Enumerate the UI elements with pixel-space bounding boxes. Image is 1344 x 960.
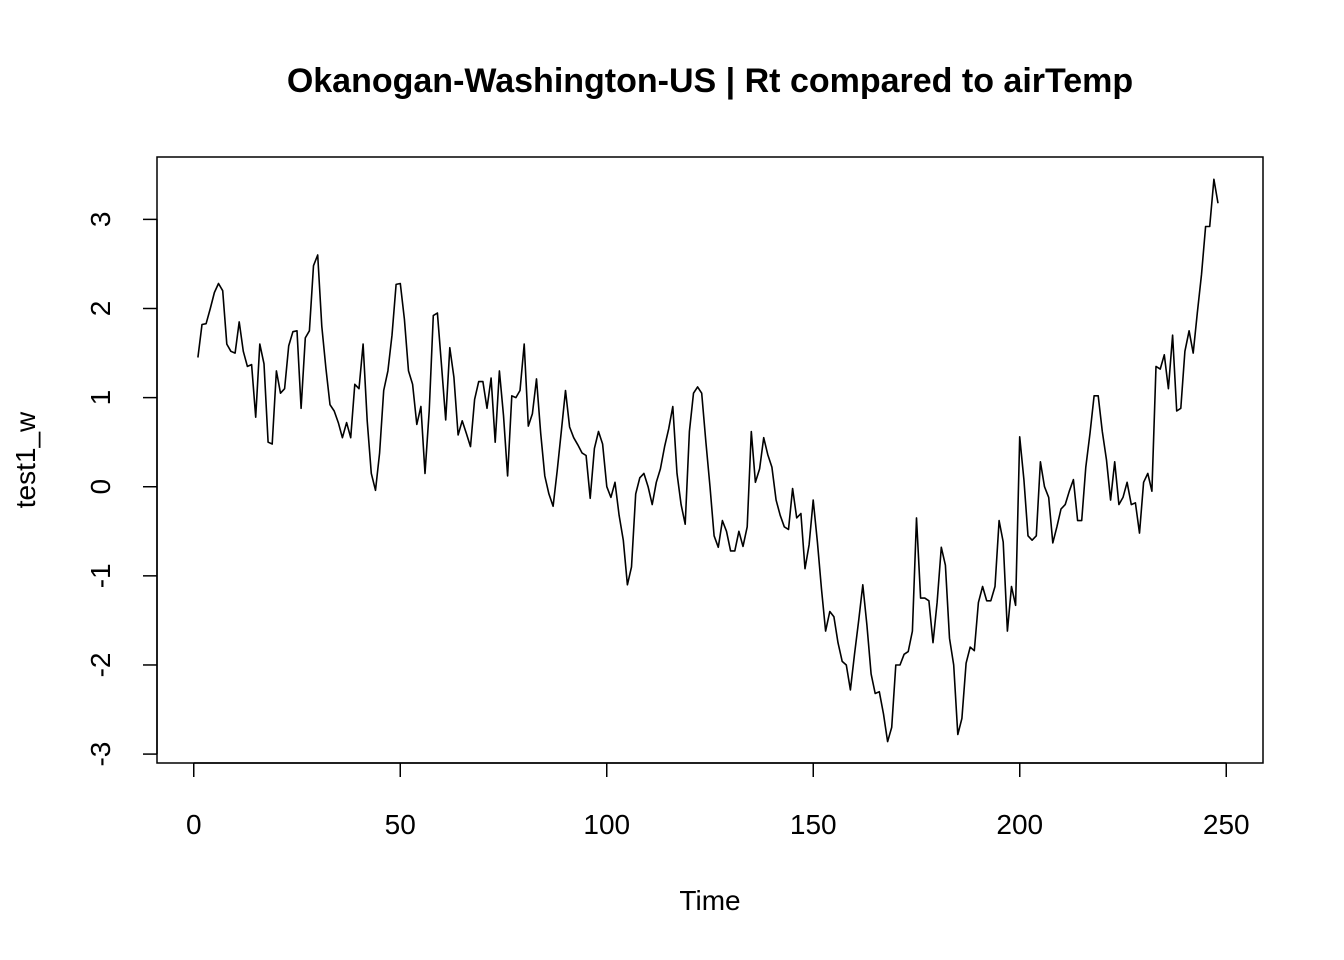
y-axis-label: test1_w [10, 411, 41, 508]
y-tick-label: 0 [85, 479, 116, 495]
y-tick-label: -3 [85, 742, 116, 767]
x-tick-label: 150 [790, 809, 837, 840]
x-axis-label: Time [679, 885, 740, 916]
series-line [197, 178, 1219, 743]
y-tick-label: -2 [85, 653, 116, 678]
y-tick-label: -1 [85, 563, 116, 588]
y-tick-label: 3 [85, 212, 116, 228]
plot-frame [156, 156, 1264, 764]
y-tick-label: 1 [85, 390, 116, 406]
y-tick-label: 2 [85, 301, 116, 317]
y-axis: -3 -2 -1 0 1 2 3 [85, 212, 158, 767]
x-tick-label: 200 [996, 809, 1043, 840]
x-tick-label: 250 [1203, 809, 1250, 840]
x-tick-label: 0 [186, 809, 202, 840]
x-tick-label: 50 [385, 809, 416, 840]
chart-title: Okanogan-Washington-US | Rt compared to … [287, 62, 1133, 100]
x-axis: 0 50 100 150 200 250 [186, 762, 1250, 840]
x-tick-label: 100 [583, 809, 630, 840]
